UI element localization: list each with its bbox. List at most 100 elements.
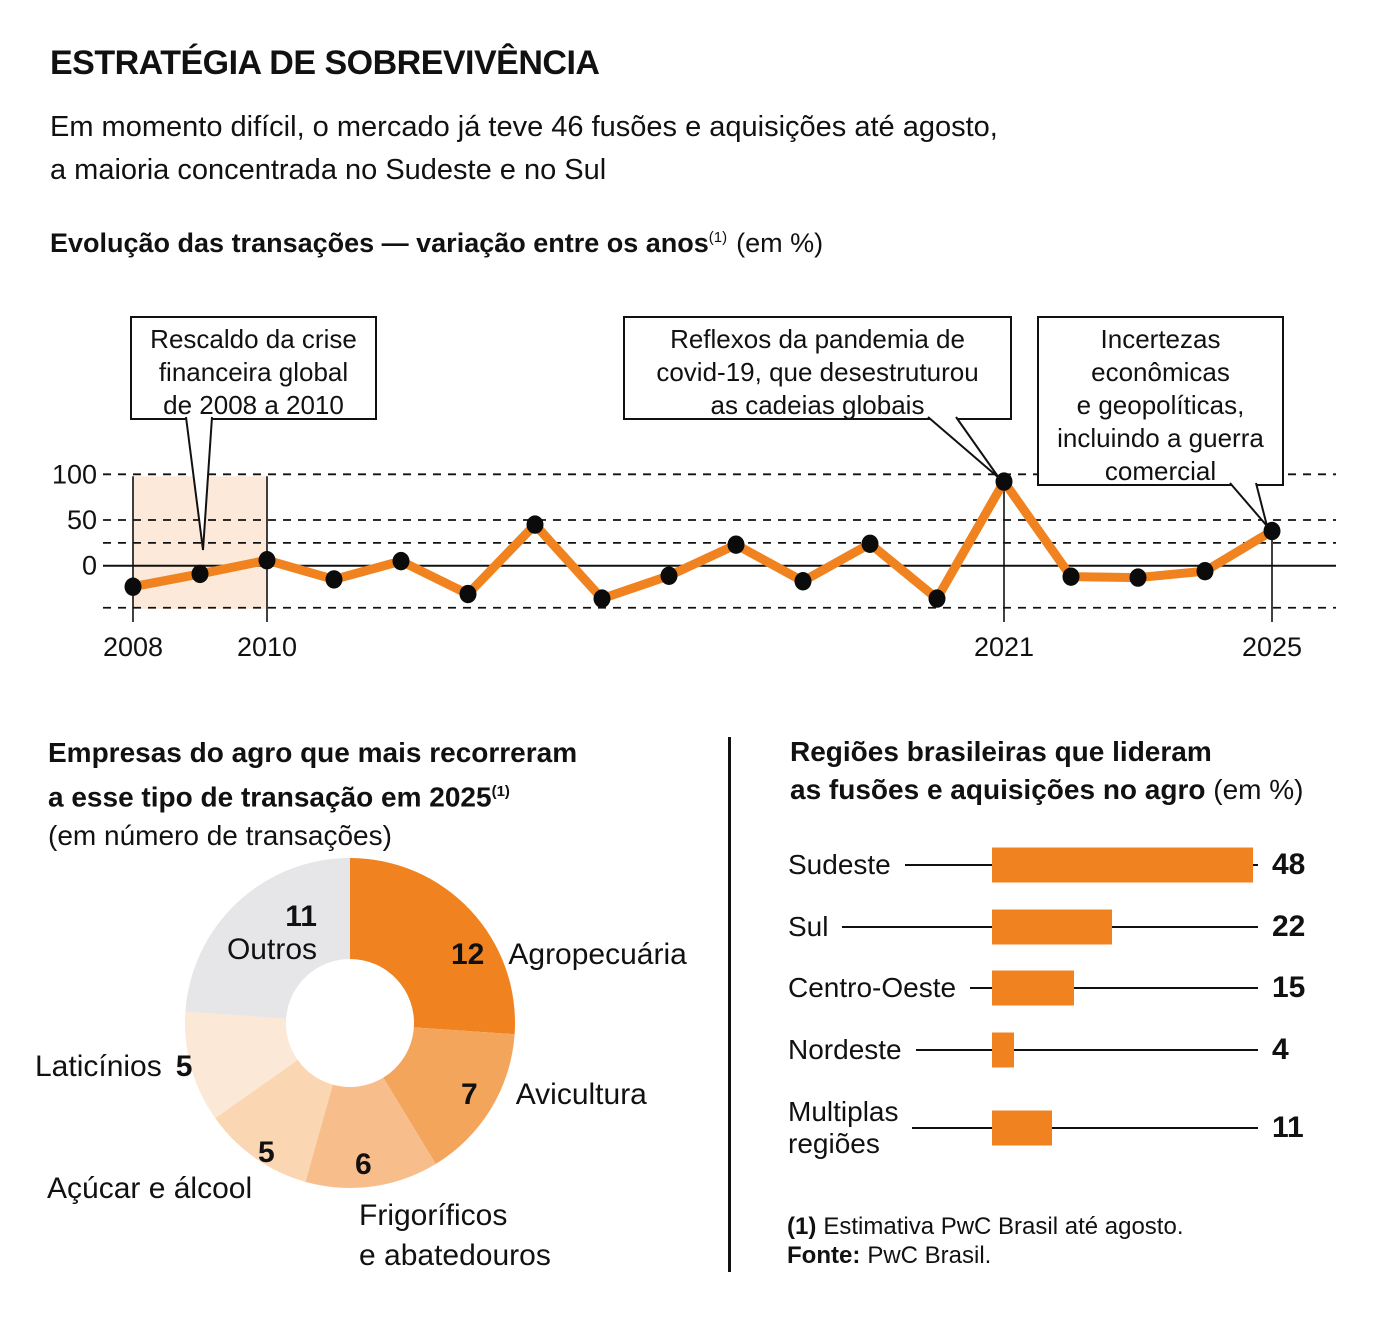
donut-panel-title: Empresas do agro que mais recorreram a e… — [48, 733, 577, 855]
data-point-2017 — [727, 535, 745, 554]
footnote-1-text: Estimativa PwC Brasil até agosto. — [823, 1213, 1184, 1240]
bar-sudeste — [992, 847, 1254, 883]
bar-sul — [992, 909, 1112, 945]
data-point-2016 — [660, 566, 678, 585]
data-point-2008 — [124, 577, 142, 596]
donut-segment-agropecu-ria — [350, 858, 515, 1035]
bar-row-nordeste: Nordeste 4 — [788, 1019, 1320, 1081]
y-tick-label-100: 100 — [52, 459, 97, 489]
donut-segment-outros — [185, 858, 350, 1019]
callout-line: incluindo a guerra — [1057, 423, 1264, 453]
callout-economic-uncertainty: Incertezas econômicas e geopolíticas, in… — [1037, 316, 1284, 486]
data-point-2013 — [459, 584, 477, 604]
bars-title-line-1: Regiões brasileiras que lideram — [790, 736, 1212, 767]
donut-text-outros: Outros — [226, 933, 317, 966]
donut-title-line-2-text: a esse tipo de transação em 2025 — [48, 781, 492, 813]
donut-text-frigorificos-1: Frigoríficos — [359, 1199, 508, 1232]
data-point-2015 — [593, 589, 611, 608]
x-tick-label-2021: 2021 — [974, 632, 1034, 662]
callout-financial-crisis: Rescaldo da crise financeira global de 2… — [130, 316, 377, 420]
x-tick-label-2025: 2025 — [1242, 632, 1302, 662]
page-title: ESTRATÉGIA DE SOBREVIVÊNCIA — [50, 44, 600, 82]
bar-multiplas-regioes — [992, 1110, 1052, 1145]
bar-value-sudeste: 48 — [1272, 848, 1306, 881]
footnote-marker: (1) — [491, 783, 510, 800]
bar-label-multiplas-line-1: Multiplas — [788, 1095, 899, 1127]
bar-label-centro-oeste: Centro-Oeste — [788, 972, 957, 1003]
bar-label-multiplas-line-2: regiões — [788, 1127, 880, 1159]
donut-value-agropecuaria: 12 — [451, 938, 485, 971]
page-subtitle: Em momento difícil, o mercado já teve 46… — [50, 106, 998, 192]
bar-value-nordeste: 4 — [1272, 1033, 1289, 1066]
bar-label-nordeste: Nordeste — [788, 1034, 902, 1065]
data-point-2021 — [995, 472, 1013, 491]
donut-segment-avicultura — [383, 1027, 515, 1164]
callout-line: de 2008 a 2010 — [163, 390, 344, 420]
footnotes: (1) Estimativa PwC Brasil até agosto. Fon… — [787, 1212, 1183, 1270]
leader-line — [970, 987, 1258, 989]
subtitle-line-1: Em momento difícil, o mercado já teve 46… — [50, 111, 998, 143]
donut-label-outros: 11 Outros — [180, 900, 317, 966]
bar-row-sudeste: Sudeste 48 — [788, 834, 1320, 896]
donut-label-laticinios: Laticínios 5 — [35, 1050, 192, 1084]
data-point-2014 — [526, 515, 544, 534]
bar-label-sul: Sul — [788, 911, 829, 942]
donut-value-laticinios: 5 — [175, 1050, 193, 1083]
data-point-2018 — [794, 572, 812, 591]
donut-value-frigorificos: 6 — [355, 1148, 372, 1181]
y-tick-label-0: 0 — [82, 551, 97, 581]
data-point-2009 — [191, 564, 209, 584]
variation-series-line — [128, 477, 1277, 604]
donut-value-avicultura: 7 — [461, 1078, 478, 1111]
line-chart-heading: Evolução das transações — variação entre… — [50, 228, 823, 259]
footnote-1-marker: (1) — [787, 1213, 817, 1240]
data-point-2012 — [392, 551, 410, 571]
line-chart-heading-bold: Evolução das transações — variação entre… — [50, 228, 709, 258]
leader-line — [912, 1126, 1258, 1129]
line-chart-canvas: 100 50 0 2008 2010 2021 2025 — [52, 459, 1336, 662]
bar-value-sul: 22 — [1272, 910, 1306, 943]
callout-line: Reflexos da pandemia de — [670, 324, 965, 354]
source-text: PwC Brasil. — [867, 1242, 992, 1269]
data-point-2019 — [861, 534, 879, 553]
bar-nordeste — [992, 1032, 1014, 1068]
donut-label-avicultura: 7 Avicultura — [461, 1078, 647, 1112]
bar-centro-oeste — [992, 970, 1074, 1006]
bar-value-centro-oeste: 15 — [1272, 971, 1306, 1004]
donut-label-frigorificos: Frigoríficos e abatedouros — [359, 1196, 551, 1276]
bars-title-line-2-bold: as fusões e aquisições no agro — [790, 774, 1206, 805]
bar-value-multiplas-regioes: 11 — [1272, 1110, 1304, 1144]
footnote-1: (1) Estimativa PwC Brasil até agosto. — [787, 1212, 1183, 1241]
callout-line: as cadeias globais — [710, 390, 925, 420]
donut-title-line-1: Empresas do agro que mais recorreram — [48, 737, 578, 768]
donut-title-line-2: a esse tipo de transação em 2025(1) — [48, 772, 577, 816]
donut-text-avicultura: Avicultura — [515, 1078, 647, 1111]
x-tick-label-2010: 2010 — [237, 632, 297, 662]
donut-text-acucar: Açúcar e álcool — [47, 1172, 253, 1205]
donut-chart — [185, 858, 515, 1188]
donut-title-unit: (em número de transações) — [48, 820, 392, 852]
donut-text-laticinios: Laticínios — [35, 1050, 162, 1083]
source-label: Fonte: — [787, 1242, 861, 1269]
bar-label-sudeste: Sudeste — [788, 849, 891, 880]
donut-label-agropecuaria: 12 Agropecuária — [451, 938, 687, 972]
line-chart-heading-unit: (em %) — [736, 228, 824, 258]
donut-value-acucar: 5 — [258, 1136, 275, 1169]
y-tick-label-50: 50 — [67, 505, 97, 535]
callout-line: e geopolíticas, — [1076, 390, 1245, 420]
evolution-line-chart: 100 50 0 2008 2010 2021 2025 Rescaldo da crise… — [0, 300, 1380, 672]
bars-title-unit: (em %) — [1213, 774, 1304, 805]
data-point-2025 — [1263, 521, 1281, 541]
callout-line: covid-19, que desestruturou — [656, 357, 979, 387]
footnote-source: Fonte: PwC Brasil. — [787, 1241, 1183, 1270]
leader-line — [915, 1049, 1258, 1051]
data-point-2022 — [1062, 567, 1080, 586]
callout-line: econômicas — [1091, 357, 1230, 387]
subtitle-line-2: a maioria concentrada no Sudeste e no Su… — [50, 154, 607, 186]
donut-text-frigorificos-2: e abatedouros — [359, 1239, 551, 1272]
bar-row-sul: Sul 22 — [788, 896, 1320, 958]
data-point-2024 — [1196, 561, 1214, 581]
bars-title-line-2: as fusões e aquisições no agro (em %) — [790, 771, 1304, 809]
data-point-2010 — [258, 551, 276, 570]
